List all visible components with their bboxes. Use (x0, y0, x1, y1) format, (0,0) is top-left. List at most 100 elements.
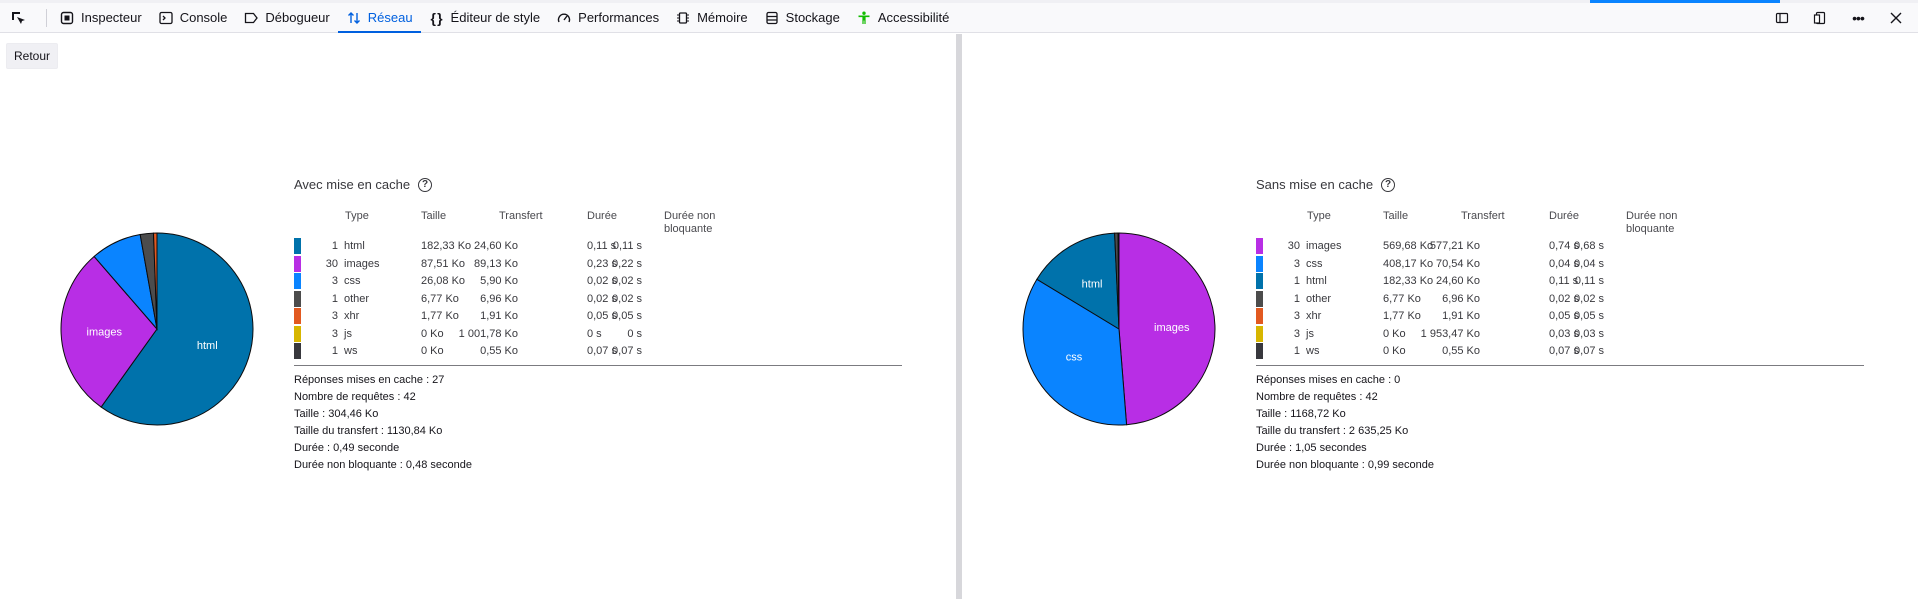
color-swatch (1256, 343, 1263, 359)
color-swatch (294, 343, 301, 359)
tab-accessibility[interactable]: Accessibilité (848, 3, 958, 33)
uncached-pie-chart: images css html (1022, 232, 1216, 426)
color-swatch (294, 325, 301, 342)
selected-tab-underline (337, 31, 421, 33)
pie-slice-html[interactable] (100, 232, 254, 426)
row-size: 0 Ko (1383, 327, 1406, 340)
summary-line: Durée non bloquante : 0,48 seconde (294, 459, 472, 471)
row-nonblocking: 0,11 s (1574, 275, 1604, 287)
stats-summary: Réponses mises en cache : 0 Nombre de req… (1256, 372, 1434, 474)
network-icon (346, 10, 362, 26)
table-row: 3 xhr 1,77 Ko 1,91 Ko 0,05 s 0,05 s (294, 308, 902, 326)
header-nonblocking-line1: Durée non (1626, 210, 1678, 222)
row-count: 3 (1293, 310, 1300, 322)
tab-storage[interactable]: Stockage (756, 3, 848, 33)
pie-slice-css[interactable] (1022, 278, 1128, 426)
responsive-icon (1774, 10, 1790, 26)
row-duration: 0,02 s (1549, 292, 1579, 305)
header-nonblocking: Durée non bloquante (1626, 210, 1677, 236)
stats-rows: 1 html 182,33 Ko 24,60 Ko 0,11 s 0,11 s 30 imag… (294, 238, 902, 361)
dock-options-button[interactable] (1804, 3, 1842, 33)
tab-console[interactable]: Console (150, 3, 236, 33)
tab-debugger[interactable]: Débogueur (235, 3, 337, 33)
pie-slice-xhr[interactable] (1117, 232, 1120, 330)
stats-title: Sans mise en cache ? (1256, 177, 1396, 192)
row-type: ws (344, 345, 358, 357)
active-tab-indicator (1590, 0, 1780, 3)
stats-summary: Réponses mises en cache : 27 Nombre de re… (294, 372, 472, 474)
row-count: 1 (331, 240, 338, 252)
pie-slice-images[interactable] (1118, 232, 1216, 426)
tab-inspector[interactable]: Inspecteur (51, 3, 150, 33)
tab-style-editor[interactable]: { } Éditeur de style (421, 3, 549, 33)
dock-icon (1812, 10, 1828, 26)
row-transfer: 1 001,78 Ko (458, 327, 518, 340)
row-transfer: 1 953,47 Ko (1420, 327, 1480, 340)
row-nonblocking: 0 s (627, 327, 642, 340)
row-size: 6,77 Ko (1383, 292, 1421, 305)
header-transfer: Transfert (1461, 210, 1505, 222)
row-size: 6,77 Ko (421, 292, 459, 305)
color-swatch (1256, 325, 1263, 342)
panel-splitter[interactable] (956, 34, 962, 599)
toolbar-separator (46, 8, 47, 27)
close-icon (1888, 10, 1904, 26)
table-row: 1 html 182,33 Ko 24,60 Ko 0,11 s 0,11 s (1256, 273, 1864, 291)
table-row: 3 css 26,08 Ko 5,90 Ko 0,02 s 0,02 s (294, 273, 902, 291)
color-swatch (1256, 273, 1263, 289)
row-size: 0 Ko (1383, 345, 1406, 357)
header-transfer: Transfert (499, 210, 543, 222)
color-swatch (1256, 255, 1263, 272)
header-duration: Durée (1549, 210, 1579, 222)
table-row: 1 other 6,77 Ko 6,96 Ko 0,02 s 0,02 s (1256, 290, 1864, 309)
summary-line: Nombre de requêtes : 42 (1256, 391, 1378, 403)
row-transfer: 6,96 Ko (480, 292, 518, 305)
row-size: 1,77 Ko (421, 310, 459, 322)
more-options-button[interactable]: ••• (1842, 3, 1880, 33)
header-nonblocking: Durée non bloquante (664, 210, 715, 236)
row-size: 26,08 Ko (421, 275, 466, 287)
table-row: 3 js 0 Ko 1 001,78 Ko 0 s 0 s (294, 325, 902, 344)
row-type: images (344, 257, 380, 270)
element-picker-icon (10, 10, 26, 26)
help-icon[interactable]: ? (418, 177, 433, 192)
row-type: css (344, 275, 361, 287)
color-swatch (294, 238, 301, 254)
pie-slice-images[interactable] (60, 255, 158, 408)
pie-label-html: html (197, 340, 218, 352)
tab-label: Mémoire (697, 10, 748, 25)
help-icon[interactable]: ? (1381, 177, 1396, 192)
back-button[interactable]: Retour (6, 43, 59, 69)
row-type: ws (1306, 345, 1320, 357)
tab-network[interactable]: Réseau (338, 3, 421, 33)
table-row: 1 other 6,77 Ko 6,96 Ko 0,02 s 0,02 s (294, 290, 902, 309)
summary-line: Taille du transfert : 2 635,25 Ko (1256, 425, 1409, 437)
stats-title-text: Avec mise en cache (294, 177, 411, 192)
style-editor-icon: { } (430, 9, 443, 26)
close-devtools-button[interactable] (1880, 3, 1918, 33)
cached-statistics-panel: Retour html images Avec mise en cache ? T… (0, 34, 956, 599)
table-row: 3 css 408,17 Ko 70,54 Ko 0,04 s 0,04 s (1256, 255, 1864, 274)
row-type: js (1306, 327, 1314, 340)
tab-memory[interactable]: Mémoire (667, 3, 756, 33)
row-duration: 0,04 s (1549, 257, 1579, 270)
row-nonblocking: 0,02 s (612, 292, 642, 305)
more-icon: ••• (1852, 9, 1865, 26)
pie-slice-xhr[interactable] (152, 232, 158, 330)
responsive-mode-button[interactable] (1766, 3, 1804, 33)
row-type: other (344, 292, 370, 305)
row-nonblocking: 0,22 s (612, 257, 642, 270)
tab-label: Réseau (367, 10, 413, 25)
element-picker-button[interactable] (0, 3, 42, 33)
summary-line: Taille : 304,46 Ko (294, 408, 379, 420)
row-duration: 0,23 s (587, 257, 617, 270)
tab-performance[interactable]: Performances (548, 3, 667, 33)
row-transfer: 24,60 Ko (1435, 275, 1480, 287)
row-transfer: 5,90 Ko (480, 275, 518, 287)
row-nonblocking: 0,11 s (612, 240, 642, 252)
pie-slice-html[interactable] (1036, 232, 1120, 330)
row-count: 1 (1293, 345, 1300, 357)
table-row: 3 xhr 1,77 Ko 1,91 Ko 0,05 s 0,05 s (1256, 308, 1864, 326)
row-duration: 0,05 s (587, 310, 617, 322)
